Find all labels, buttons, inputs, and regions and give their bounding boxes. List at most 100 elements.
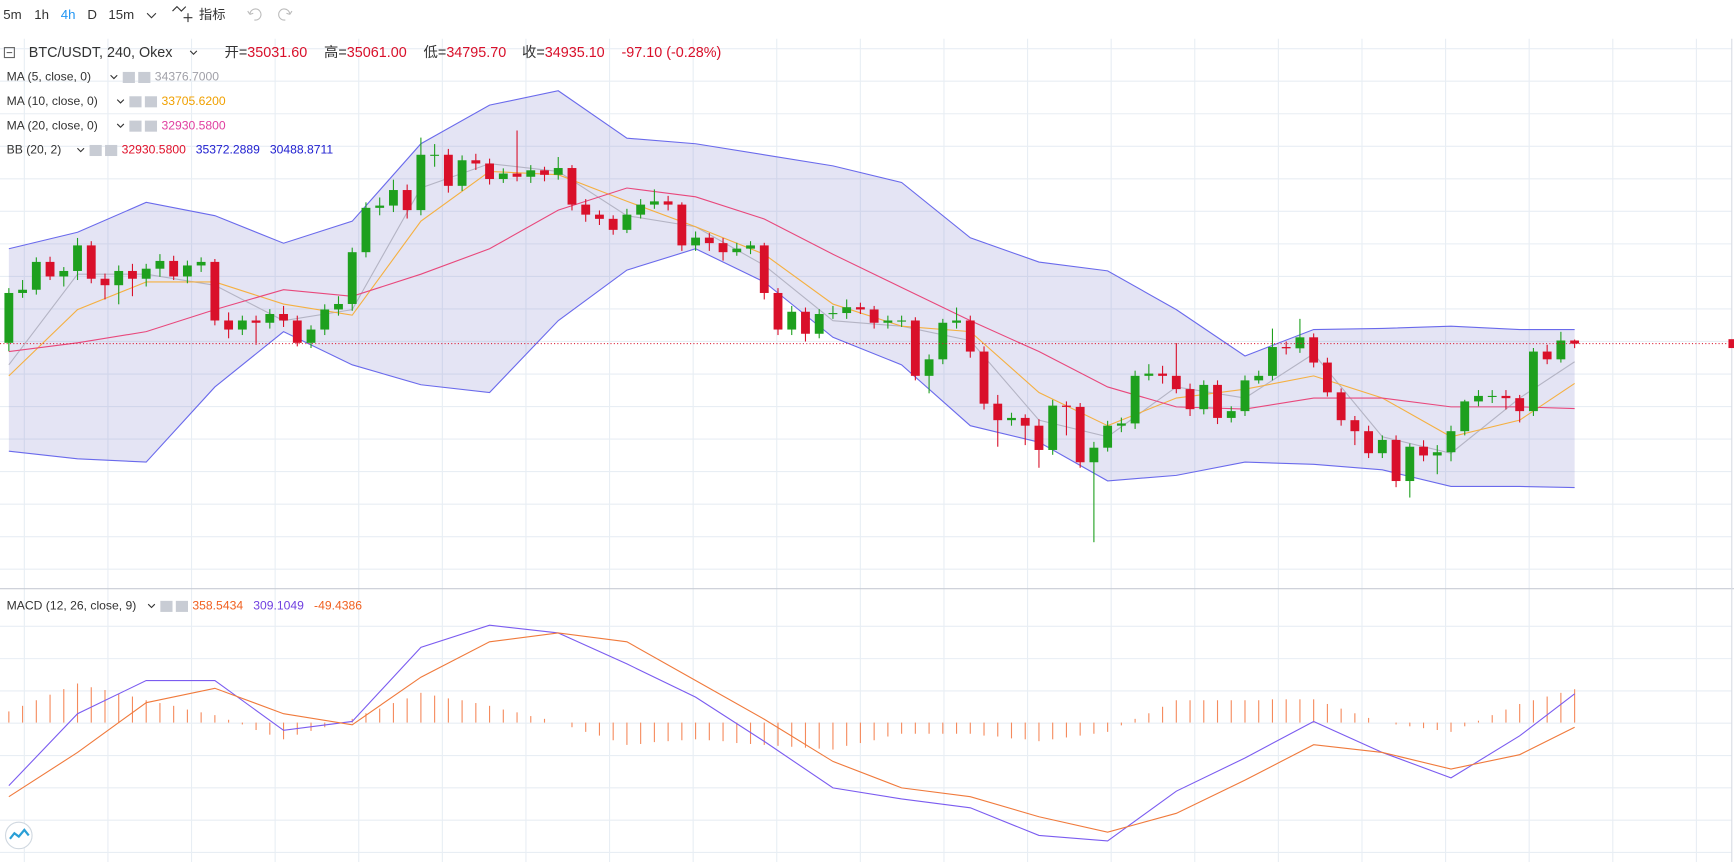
legend-dropdown[interactable] [116,99,125,104]
candle-body [485,163,494,180]
candle-body [883,320,893,323]
candle-body [1364,431,1374,454]
legend-visibility[interactable] [129,96,142,108]
candle-body [1130,375,1140,424]
candle-body [938,322,948,360]
ohlc-item: 开=35031.60 [224,45,307,61]
candle-body [265,314,275,323]
ohlc-label: 开= [224,45,247,61]
candle-body [1501,395,1511,399]
candle-body [526,170,536,177]
candle-body [1034,425,1044,450]
legend-visibility[interactable] [129,120,142,132]
candle-body [1419,446,1428,456]
candle-body [691,237,701,246]
candle-body [416,154,426,211]
legend-name: BB (20, 2) [7,143,62,157]
candle-body [1281,347,1291,349]
candle-body [704,237,714,244]
candle-body [512,173,522,177]
candle-body [869,309,879,323]
candle-body [1075,406,1085,463]
candle-body [210,261,220,321]
symbol-dropdown[interactable] [189,50,198,56]
candle-body [1226,411,1236,418]
candle-body [224,320,234,330]
legend-value: -49.4386 [314,599,362,613]
legend-value: 309.1049 [253,599,304,613]
candle-body [169,260,179,277]
candle-body [86,245,96,279]
candle-body [622,214,632,230]
candle-body [608,218,618,230]
legend-remove[interactable] [175,600,188,612]
indicator-line [8,248,1575,489]
ohlc-value: 35061.00 [347,45,407,61]
ohlc-label: 低= [424,44,447,61]
candle-body [4,292,14,343]
candle-body [1405,446,1415,482]
candle-body [498,173,508,180]
candle-body [443,154,453,186]
candle-body [1336,392,1346,421]
candle-body [1350,420,1360,432]
collapse-button[interactable] [3,47,15,59]
candle-body [1446,431,1456,453]
indicator-line [8,90,1575,357]
candle-body [993,403,1003,421]
candle-body [952,320,961,323]
indicator-icon[interactable] [172,5,193,23]
candle-body [141,268,151,279]
interval-button[interactable]: D [87,7,97,22]
candle-body [801,311,810,334]
legend-value: 30488.8711 [270,143,334,157]
indicators-button[interactable]: 指标 [199,7,226,22]
undo[interactable] [247,8,262,21]
candle-body [718,243,728,253]
candle-body [1158,373,1167,376]
candle-body [457,160,467,186]
ohlc-value: 34795.70 [446,45,506,61]
candle-body [1556,340,1566,360]
interval-button[interactable]: 5m [3,7,21,22]
candle-body [979,351,989,404]
candle-body [1185,389,1195,410]
candle-body [334,303,343,310]
candle-body [1048,405,1058,450]
interval-button[interactable]: 15m [108,7,134,22]
candle-body [114,270,124,286]
legend-remove[interactable] [138,71,151,83]
candle-body [1062,405,1071,407]
candle-body [1020,417,1030,426]
interval-button[interactable]: 4h [61,7,76,22]
legend-remove[interactable] [144,120,158,132]
legend-remove[interactable] [144,96,158,108]
candle-body [649,201,659,205]
indicator-line [8,187,1575,410]
candle-body [59,270,69,277]
candle-body [897,320,907,322]
candle-body [1199,384,1209,410]
legend-value: 32930.5800 [161,118,225,132]
legend-dropdown[interactable] [116,123,125,129]
candle-body [1268,347,1277,376]
candle-body [306,329,316,343]
candle-body [279,314,288,321]
legend-dropdown[interactable] [110,74,118,80]
interval-button[interactable]: 1h [34,7,49,22]
legend-dropdown[interactable] [77,147,85,153]
plot [0,90,1734,842]
candle-body [677,204,687,246]
legend-visibility[interactable] [89,144,102,157]
change: -97.10 (-0.28%) [621,45,721,61]
legend-dropdown[interactable] [147,603,156,609]
candle-body [746,245,755,249]
candle-body [855,307,865,310]
interval-dropdown[interactable] [146,12,157,19]
redo[interactable] [278,8,293,21]
legend-visibility[interactable] [122,71,135,83]
candle-body [828,313,838,315]
legend-remove[interactable] [105,144,118,157]
legend-visibility[interactable] [160,600,173,612]
